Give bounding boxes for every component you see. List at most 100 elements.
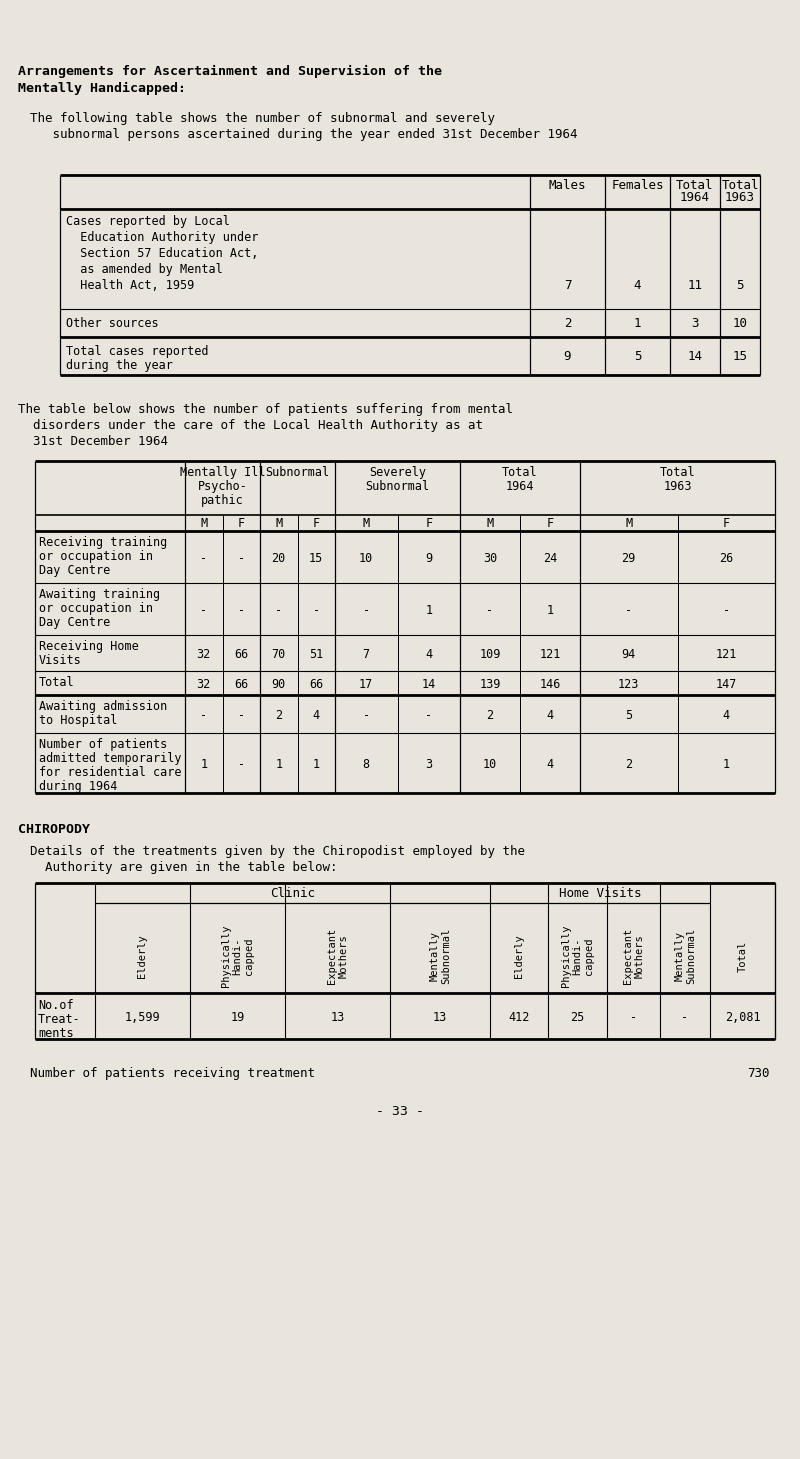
Text: Home Visits: Home Visits	[558, 887, 642, 900]
Text: Details of the treatments given by the Chiropodist employed by the: Details of the treatments given by the C…	[30, 845, 525, 858]
Text: Severely: Severely	[369, 465, 426, 479]
Text: Total: Total	[738, 941, 747, 972]
Text: -: -	[313, 604, 320, 617]
Text: 19: 19	[230, 1011, 245, 1024]
Text: 15: 15	[733, 350, 747, 363]
Text: 123: 123	[618, 678, 639, 692]
Text: Females: Females	[611, 179, 664, 193]
Text: 121: 121	[539, 648, 561, 661]
Text: Elderly: Elderly	[514, 934, 524, 978]
Text: 412: 412	[508, 1011, 530, 1024]
Text: 1,599: 1,599	[125, 1011, 160, 1024]
Text: M: M	[362, 516, 370, 530]
Text: 30: 30	[483, 552, 497, 565]
Text: 4: 4	[546, 709, 554, 722]
Text: F: F	[546, 516, 554, 530]
Text: 3: 3	[425, 759, 432, 770]
Text: 15: 15	[309, 552, 323, 565]
Text: 2: 2	[275, 709, 282, 722]
Text: 109: 109	[479, 648, 501, 661]
Text: pathic: pathic	[201, 495, 244, 506]
Text: -: -	[682, 1011, 689, 1024]
Text: as amended by Mental: as amended by Mental	[66, 263, 222, 276]
Text: Mentally
Subnormal: Mentally Subnormal	[429, 928, 451, 985]
Text: 9: 9	[425, 552, 432, 565]
Text: 25: 25	[570, 1011, 585, 1024]
Text: 90: 90	[272, 678, 286, 692]
Text: subnormal persons ascertained during the year ended 31st December 1964: subnormal persons ascertained during the…	[30, 128, 578, 142]
Text: -: -	[238, 552, 245, 565]
Text: Day Centre: Day Centre	[39, 565, 110, 576]
Text: -: -	[722, 604, 730, 617]
Text: Elderly: Elderly	[138, 934, 147, 978]
Text: during 1964: during 1964	[39, 781, 118, 794]
Text: 139: 139	[479, 678, 501, 692]
Text: Section 57 Education Act,: Section 57 Education Act,	[66, 247, 258, 260]
Text: Treat-: Treat-	[38, 1013, 81, 1026]
Text: Awaiting training: Awaiting training	[39, 588, 160, 601]
Text: admitted temporarily: admitted temporarily	[39, 751, 182, 765]
Text: -: -	[200, 604, 207, 617]
Text: 32: 32	[197, 678, 211, 692]
Text: 1963: 1963	[663, 480, 692, 493]
Text: 1: 1	[200, 759, 207, 770]
Text: F: F	[313, 516, 320, 530]
Text: Physically
Handi-
capped: Physically Handi- capped	[221, 925, 254, 988]
Text: -: -	[238, 709, 245, 722]
Text: F: F	[425, 516, 432, 530]
Text: 4: 4	[546, 759, 554, 770]
Text: 10: 10	[483, 759, 497, 770]
Text: CHIROPODY: CHIROPODY	[18, 823, 90, 836]
Text: 7: 7	[564, 279, 571, 292]
Text: Receiving training: Receiving training	[39, 535, 167, 549]
Text: Clinic: Clinic	[270, 887, 315, 900]
Text: Other sources: Other sources	[66, 317, 158, 330]
Text: 146: 146	[539, 678, 561, 692]
Text: to Hospital: to Hospital	[39, 713, 118, 727]
Text: Receiving Home: Receiving Home	[39, 641, 138, 654]
Text: Visits: Visits	[39, 654, 82, 667]
Text: Total: Total	[660, 465, 695, 479]
Text: - 33 -: - 33 -	[376, 1104, 424, 1118]
Text: 31st December 1964: 31st December 1964	[18, 435, 168, 448]
Text: 51: 51	[309, 648, 323, 661]
Text: F: F	[722, 516, 730, 530]
Text: The table below shows the number of patients suffering from mental: The table below shows the number of pati…	[18, 403, 513, 416]
Text: -: -	[362, 709, 370, 722]
Text: 1964: 1964	[506, 480, 534, 493]
Text: 8: 8	[362, 759, 370, 770]
Text: F: F	[238, 516, 245, 530]
Text: 1964: 1964	[680, 191, 710, 204]
Text: 5: 5	[634, 350, 642, 363]
Text: 1: 1	[634, 317, 642, 330]
Text: 70: 70	[272, 648, 286, 661]
Text: 2: 2	[564, 317, 571, 330]
Text: Cases reported by Local: Cases reported by Local	[66, 214, 230, 228]
Text: 14: 14	[687, 350, 702, 363]
Text: 2: 2	[625, 759, 632, 770]
Text: -: -	[630, 1011, 637, 1024]
Text: 2,081: 2,081	[725, 1011, 760, 1024]
Text: -: -	[425, 709, 432, 722]
Text: 13: 13	[330, 1011, 345, 1024]
Text: Males: Males	[549, 179, 586, 193]
Text: during the year: during the year	[66, 359, 173, 372]
Text: M: M	[486, 516, 494, 530]
Text: The following table shows the number of subnormal and severely: The following table shows the number of …	[30, 112, 495, 125]
Text: Awaiting admission: Awaiting admission	[39, 700, 167, 713]
Text: 26: 26	[719, 552, 734, 565]
Text: 4: 4	[313, 709, 320, 722]
Text: 94: 94	[622, 648, 636, 661]
Text: Mentally
Subnormal: Mentally Subnormal	[674, 928, 696, 985]
Text: Education Authority under: Education Authority under	[66, 231, 258, 244]
Text: Number of patients receiving treatment: Number of patients receiving treatment	[30, 1067, 315, 1080]
Text: 11: 11	[687, 279, 702, 292]
Text: 1: 1	[275, 759, 282, 770]
Text: or occupation in: or occupation in	[39, 603, 153, 616]
Text: 5: 5	[625, 709, 632, 722]
Text: 9: 9	[564, 350, 571, 363]
Text: -: -	[238, 604, 245, 617]
Text: Total: Total	[39, 676, 74, 689]
Text: 14: 14	[422, 678, 436, 692]
Text: 4: 4	[634, 279, 642, 292]
